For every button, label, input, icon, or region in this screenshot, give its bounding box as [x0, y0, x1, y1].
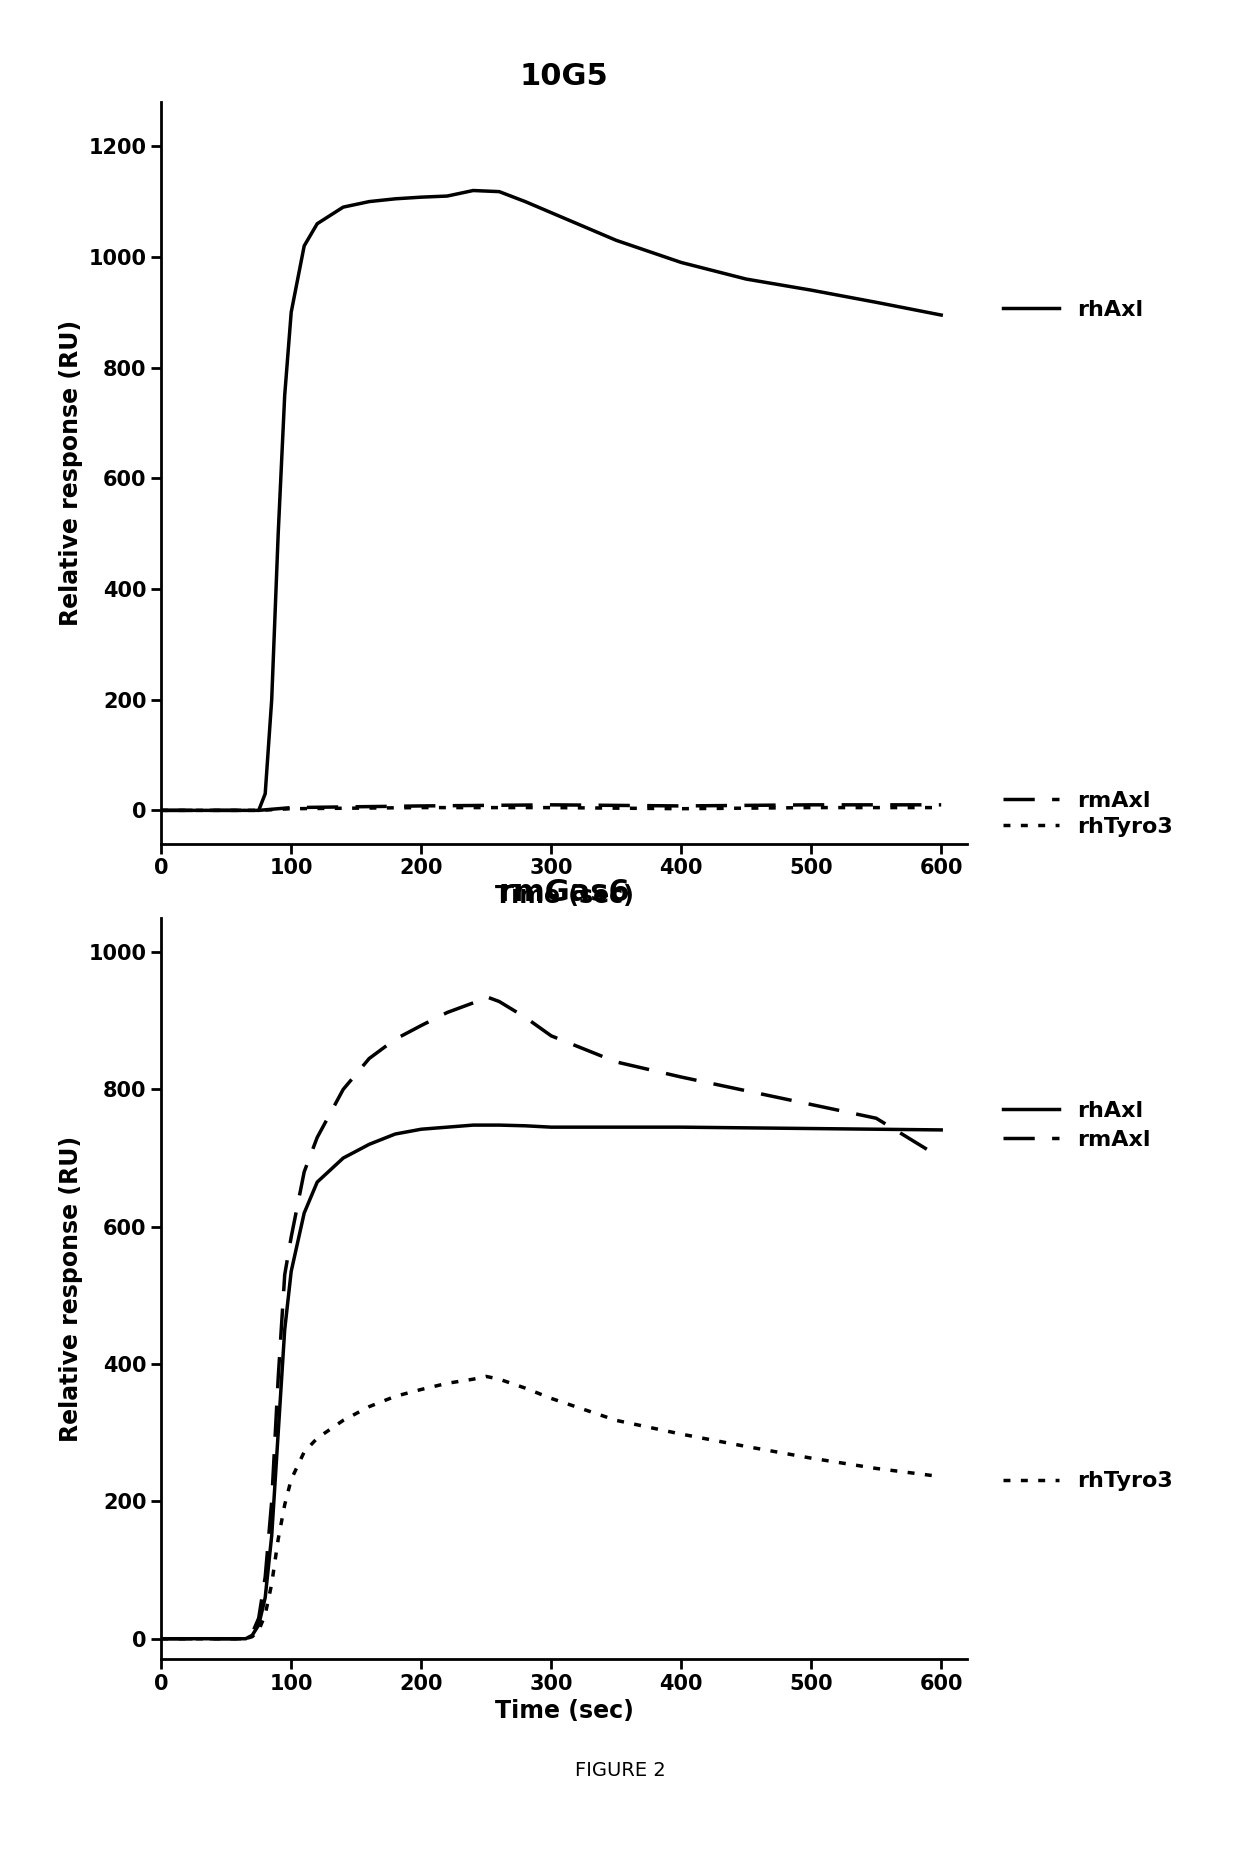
Title: 10G5: 10G5	[520, 63, 609, 91]
Legend: rmAxl, rhTyro3: rmAxl, rhTyro3	[994, 782, 1182, 845]
Title: rmGas6: rmGas6	[498, 879, 630, 907]
Legend: rhTyro3: rhTyro3	[994, 1463, 1182, 1500]
X-axis label: Time (sec): Time (sec)	[495, 1700, 634, 1724]
Y-axis label: Relative response (RU): Relative response (RU)	[60, 1135, 83, 1442]
Text: FIGURE 2: FIGURE 2	[574, 1761, 666, 1780]
X-axis label: Time (sec): Time (sec)	[495, 884, 634, 908]
Y-axis label: Relative response (RU): Relative response (RU)	[60, 319, 83, 627]
